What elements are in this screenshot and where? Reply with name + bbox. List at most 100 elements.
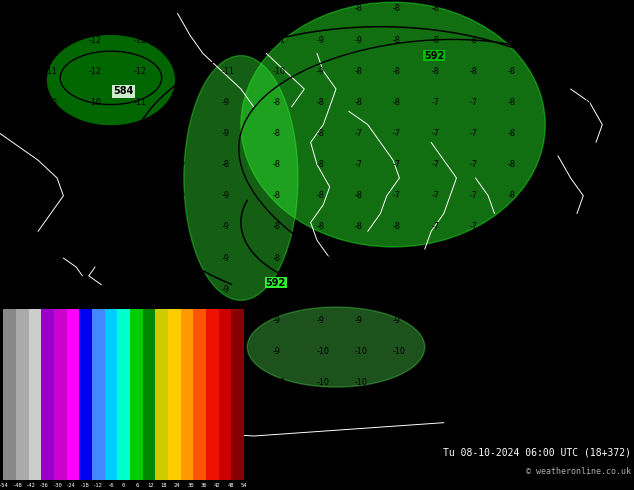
Text: -9: -9: [317, 67, 325, 75]
Text: -8: -8: [317, 98, 325, 107]
Text: -8: -8: [469, 316, 477, 325]
Text: -8: -8: [393, 253, 401, 263]
Text: -10: -10: [222, 409, 235, 418]
Text: -8: -8: [583, 36, 591, 45]
Text: -12: -12: [222, 36, 235, 45]
Text: -10: -10: [44, 98, 57, 107]
Text: 6: 6: [136, 483, 139, 488]
Text: -10: -10: [317, 409, 330, 418]
Text: 12: 12: [147, 483, 153, 488]
Text: -8: -8: [507, 253, 515, 263]
Text: -9: -9: [583, 4, 592, 13]
Text: -10: -10: [178, 316, 190, 325]
Text: -9: -9: [133, 222, 141, 231]
Text: -8: -8: [507, 67, 515, 75]
Text: -9: -9: [317, 316, 325, 325]
Text: -8: -8: [431, 316, 439, 325]
Text: -11: -11: [44, 67, 57, 75]
Bar: [168, 309, 181, 480]
Text: -9: -9: [621, 36, 630, 45]
Text: -9: -9: [6, 253, 15, 263]
Text: -11: -11: [44, 347, 57, 356]
Text: -10: -10: [317, 347, 330, 356]
Text: -9: -9: [431, 378, 439, 387]
Text: -11: -11: [222, 67, 235, 75]
Text: -9: -9: [89, 222, 97, 231]
Text: -8: -8: [469, 285, 477, 294]
Bar: [219, 309, 231, 480]
Text: -8: -8: [507, 347, 515, 356]
Text: -7: -7: [469, 191, 477, 200]
Text: -8: -8: [545, 409, 553, 418]
Text: -9: -9: [133, 253, 141, 263]
Text: -10: -10: [355, 378, 368, 387]
Circle shape: [48, 36, 174, 124]
Text: -10: -10: [273, 67, 285, 75]
Text: -8: -8: [545, 316, 553, 325]
Text: -8: -8: [355, 67, 363, 75]
Text: -8: -8: [393, 285, 401, 294]
Text: -10: -10: [6, 98, 19, 107]
Text: -11: -11: [44, 36, 57, 45]
Text: -8: -8: [393, 98, 401, 107]
Text: -11: -11: [89, 316, 101, 325]
Text: -11: -11: [89, 378, 101, 387]
Text: -8: -8: [469, 67, 477, 75]
Text: 30: 30: [187, 483, 194, 488]
Text: -9: -9: [222, 222, 230, 231]
Text: -10: -10: [393, 347, 406, 356]
Text: -9: -9: [6, 222, 15, 231]
Text: -11: -11: [89, 347, 101, 356]
Text: -12: -12: [133, 36, 146, 45]
Text: -7: -7: [469, 222, 477, 231]
Text: -10: -10: [133, 347, 146, 356]
Text: -8: -8: [273, 98, 280, 107]
Text: -8: -8: [222, 160, 230, 169]
Text: -9: -9: [355, 316, 363, 325]
Text: -42: -42: [25, 483, 35, 488]
Text: -9: -9: [222, 285, 230, 294]
Text: -7: -7: [393, 191, 401, 200]
Text: -7: -7: [469, 129, 477, 138]
Text: -9: -9: [393, 316, 401, 325]
Text: -9: -9: [431, 347, 439, 356]
Text: -10: -10: [178, 409, 190, 418]
Text: -8: -8: [273, 129, 280, 138]
Text: -11: -11: [133, 98, 146, 107]
Text: 592: 592: [266, 277, 286, 288]
Text: -9: -9: [178, 347, 186, 356]
Text: -10: -10: [178, 285, 190, 294]
Text: -8: -8: [545, 222, 553, 231]
Text: -8: -8: [469, 36, 477, 45]
Text: -9: -9: [355, 36, 363, 45]
Text: -9: -9: [178, 129, 186, 138]
Bar: [206, 309, 219, 480]
Ellipse shape: [241, 2, 545, 247]
Text: -9: -9: [222, 129, 230, 138]
Text: -8: -8: [507, 36, 515, 45]
Text: -10: -10: [273, 378, 285, 387]
Text: -12: -12: [178, 67, 191, 75]
Text: -10: -10: [89, 253, 101, 263]
Text: -8: -8: [431, 4, 439, 13]
Text: -11: -11: [89, 4, 101, 13]
Text: 18: 18: [160, 483, 167, 488]
Text: -9: -9: [273, 347, 281, 356]
Text: -10: -10: [139, 4, 152, 13]
Text: -8: -8: [469, 347, 477, 356]
Text: -11: -11: [89, 409, 101, 418]
Text: -9: -9: [178, 253, 186, 263]
Text: -8: -8: [469, 378, 477, 387]
Text: -9: -9: [178, 191, 186, 200]
Text: -10: -10: [6, 129, 19, 138]
Text: -10: -10: [133, 316, 146, 325]
Text: -11: -11: [44, 4, 57, 13]
Text: -10: -10: [6, 160, 19, 169]
Text: -7: -7: [393, 160, 401, 169]
Bar: [16, 309, 29, 480]
Text: -9: -9: [431, 409, 439, 418]
Bar: [117, 309, 130, 480]
Bar: [193, 309, 206, 480]
Text: -8: -8: [545, 253, 553, 263]
Text: -8: -8: [355, 98, 363, 107]
